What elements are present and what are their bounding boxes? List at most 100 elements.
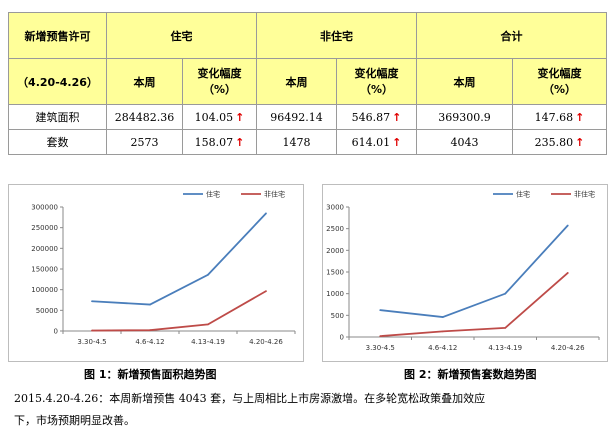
area-trend-chart: 0 50000 100000 150000 200000 250000 300000 3.30…	[8, 184, 304, 362]
cell-value: 1478	[256, 129, 337, 155]
cell-change: 147.68 ↑	[512, 104, 607, 130]
cell-change: 235.80 ↑	[512, 129, 607, 155]
summary-text: 2015.4.20-4.26：本周新增预售 4043 套，与上周相比上市房源激增…	[14, 388, 606, 432]
cell-change: 158.07 ↑	[182, 129, 257, 155]
data-point	[265, 212, 267, 215]
series-line-1	[91, 212, 267, 306]
data-point	[91, 329, 93, 332]
x-tick-label: 3.30-4.5	[366, 344, 395, 352]
series-line-2	[91, 290, 267, 332]
data-point	[566, 224, 569, 227]
cell-value: 4043	[416, 129, 513, 155]
legend-label: 住宅	[206, 190, 220, 199]
data-point	[379, 309, 382, 312]
x-tick-label: 4.20-4.26	[249, 338, 283, 346]
legend-label: 住宅	[516, 190, 530, 199]
col-header-change-line2: （%）	[542, 82, 577, 96]
y-tick-label: 250000	[31, 224, 58, 232]
change-value: 546.87	[351, 110, 391, 124]
series-line-1	[380, 224, 569, 318]
up-arrow-icon: ↑	[392, 110, 402, 124]
cell-change: 104.05 ↑	[182, 104, 257, 130]
data-point	[504, 327, 507, 329]
x-tick-label: 4.20-4.26	[551, 344, 585, 352]
col-header-change-line1: 变化幅度	[354, 66, 399, 80]
data-point	[504, 292, 507, 295]
col-header-change-line2: （%）	[359, 82, 394, 96]
change-value: 147.68	[534, 110, 574, 124]
y-tick-label: 500	[331, 312, 344, 320]
change-value: 104.05	[194, 110, 234, 124]
data-point	[207, 273, 209, 276]
cell-value: 284482.36	[106, 104, 183, 130]
legend-label: 非住宅	[574, 190, 595, 199]
table-title: 新增预售许可	[8, 12, 107, 59]
x-tick-label: 4.13-4.19	[488, 344, 522, 352]
y-tick-label: 0	[54, 328, 58, 336]
summary-line-2: 下，市场预期明显改善。	[14, 414, 135, 427]
units-trend-chart-svg: 0 500 1000 1500 2000 2500 3000 3.30-4.5 4.6-4.12…	[326, 190, 600, 352]
chart-caption-1: 图 1：新增预售面积趋势图	[84, 368, 217, 381]
up-arrow-icon: ↑	[575, 110, 585, 124]
y-tick-label: 150000	[31, 266, 58, 274]
data-point	[207, 323, 209, 326]
cell-value: 2573	[106, 129, 183, 155]
col-header-week: 本周	[256, 58, 337, 105]
period-label: （4.20-4.26）	[8, 58, 107, 105]
y-tick-label: 2000	[326, 247, 344, 255]
y-tick-label: 1000	[326, 290, 344, 298]
cell-change: 546.87 ↑	[336, 104, 417, 130]
col-header-change: 变化幅度 （%）	[512, 58, 607, 105]
data-point	[149, 303, 151, 306]
data-point	[566, 272, 569, 274]
col-header-change-line2: （%）	[202, 82, 237, 96]
col-header-week: 本周	[106, 58, 183, 105]
data-point	[441, 330, 444, 333]
up-arrow-icon: ↑	[392, 135, 402, 149]
up-arrow-icon: ↑	[235, 110, 245, 124]
y-tick-label: 200000	[31, 245, 58, 253]
col-header-change-line1: 变化幅度	[197, 66, 242, 80]
x-tick-label: 4.6-4.12	[428, 344, 457, 352]
data-point	[379, 335, 382, 338]
cell-value: 369300.9	[416, 104, 513, 130]
group-header-residential: 住宅	[106, 12, 257, 59]
x-tick-label: 3.30-4.5	[77, 338, 106, 346]
data-point	[149, 329, 151, 332]
col-header-week: 本周	[416, 58, 513, 105]
up-arrow-icon: ↑	[575, 135, 585, 149]
cell-change: 614.01 ↑	[336, 129, 417, 155]
x-tick-label: 4.6-4.12	[135, 338, 164, 346]
x-tick-label: 4.13-4.19	[191, 338, 225, 346]
chart-caption-2: 图 2：新增预售套数趋势图	[404, 368, 537, 381]
col-header-change: 变化幅度 （%）	[182, 58, 257, 105]
y-tick-label: 50000	[36, 307, 58, 315]
change-value: 614.01	[351, 135, 391, 149]
y-tick-label: 2500	[326, 225, 344, 233]
col-header-change: 变化幅度 （%）	[336, 58, 417, 105]
up-arrow-icon: ↑	[235, 135, 245, 149]
data-point	[91, 300, 93, 303]
table-row: 套数 2573 158.07 ↑ 1478 614.01 ↑ 4043 235.80…	[8, 129, 607, 155]
area-trend-chart-svg: 0 50000 100000 150000 200000 250000 300000 3.30…	[31, 190, 296, 346]
change-value: 235.80	[534, 135, 574, 149]
group-header-total: 合计	[416, 12, 607, 59]
y-tick-label: 3000	[326, 204, 344, 212]
units-trend-chart: 0 500 1000 1500 2000 2500 3000 3.30-4.5 4.6-4.12…	[322, 184, 608, 362]
presale-permit-table: 新增预售许可 住宅 非住宅 合计 （4.20-4.26） 本周 变化幅度 （%）…	[8, 12, 607, 155]
col-header-change-line1: 变化幅度	[537, 66, 582, 80]
y-tick-label: 0	[340, 334, 344, 342]
cell-value: 96492.14	[256, 104, 337, 130]
row-label: 建筑面积	[8, 104, 107, 130]
summary-line-1: 2015.4.20-4.26：本周新增预售 4043 套，与上周相比上市房源激增…	[14, 392, 486, 405]
group-header-nonresidential: 非住宅	[256, 12, 417, 59]
y-tick-label: 1500	[326, 269, 344, 277]
y-tick-label: 300000	[31, 204, 58, 212]
table-row: 建筑面积 284482.36 104.05 ↑ 96492.14 546.87 ↑ …	[8, 104, 607, 130]
data-point	[441, 316, 444, 318]
legend-label: 非住宅	[264, 190, 285, 199]
change-value: 158.07	[194, 135, 234, 149]
series-line-2	[380, 272, 569, 338]
data-point	[265, 290, 267, 293]
row-label: 套数	[8, 129, 107, 155]
